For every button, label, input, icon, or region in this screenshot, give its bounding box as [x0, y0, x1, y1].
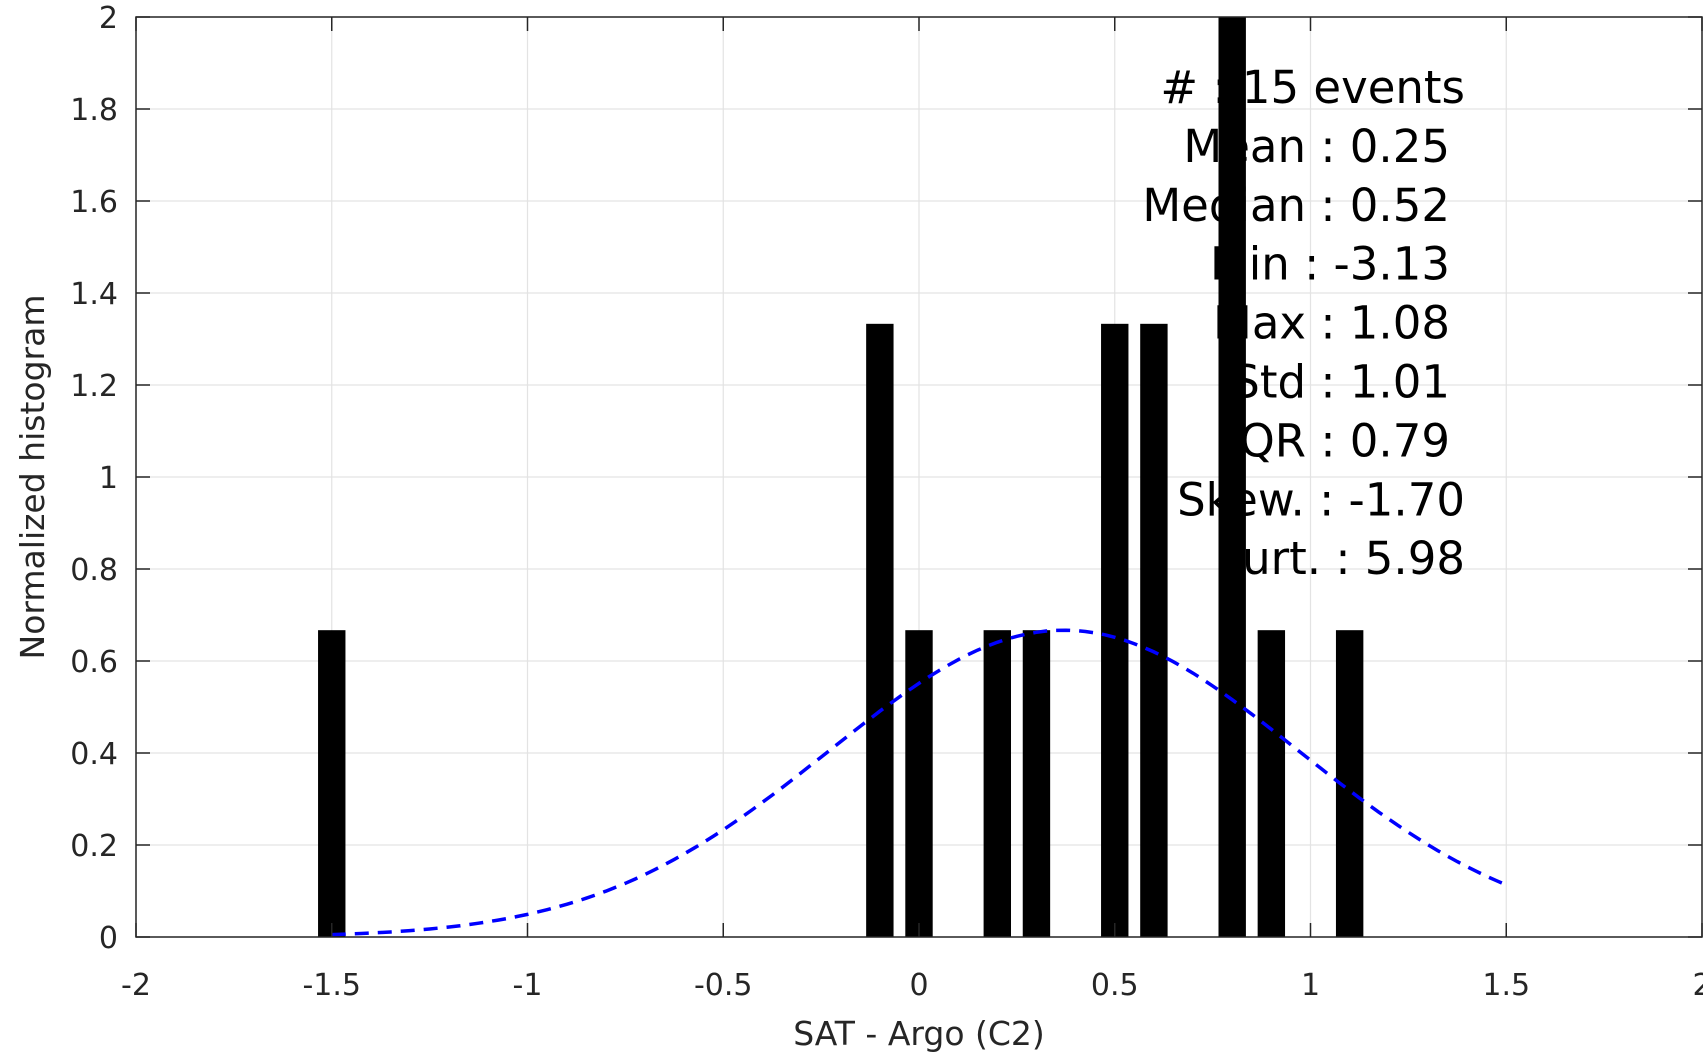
histogram-bar	[1140, 323, 1168, 937]
y-tick-label: 0.2	[70, 829, 118, 864]
x-tick-label: -2	[121, 968, 151, 1003]
x-tick-label: -1	[513, 968, 543, 1003]
x-tick-label: 1.5	[1482, 968, 1530, 1003]
y-tick-label: 0.6	[70, 645, 118, 680]
stat-line: Skew. : -1.70	[1177, 473, 1465, 526]
x-tick-label: 0.5	[1091, 968, 1139, 1003]
x-tick-label: 0	[909, 968, 928, 1003]
stat-line: IQR : 0.79	[1226, 414, 1450, 467]
x-tick-labels: -2 -1.5 -1 -0.5 0 0.5 1 1.5 2	[121, 968, 1703, 1003]
x-tick-label: -1.5	[302, 968, 361, 1003]
histogram-bar	[866, 323, 894, 937]
y-tick-label: 2	[99, 1, 118, 36]
histogram-bars	[318, 17, 1364, 937]
y-axis-label: Normalized histogram	[13, 295, 52, 660]
stat-line: Kurt. : 5.98	[1215, 532, 1465, 585]
x-tick-label: 1	[1301, 968, 1320, 1003]
x-tick-label: 2	[1692, 968, 1703, 1003]
y-tick-label: 1.8	[70, 93, 118, 128]
y-tick-label: 1.4	[70, 277, 118, 312]
statistics-annotation: # : 15 events Mean : 0.25 Median : 0.52 Min…	[1142, 61, 1465, 585]
histogram-bar	[1101, 323, 1129, 937]
gaussian-fit-curve	[331, 628, 1507, 937]
stat-line: # : 15 events	[1160, 61, 1465, 114]
stat-line: Std : 1.01	[1231, 356, 1450, 409]
y-tick-label: 1.6	[70, 185, 118, 220]
stat-line: Max : 1.08	[1213, 297, 1450, 350]
stat-line: Mean : 0.25	[1183, 120, 1450, 173]
stat-line: Median : 0.52	[1142, 179, 1450, 232]
histogram-bar	[1022, 630, 1051, 937]
stat-line: Min : -3.13	[1210, 238, 1450, 291]
y-tick-label: 1.2	[70, 369, 118, 404]
y-tick-label: 1	[99, 461, 118, 496]
histogram-bar	[983, 630, 1012, 937]
x-axis-label: SAT - Argo (C2)	[793, 1014, 1045, 1053]
histogram-bar	[318, 630, 346, 937]
x-tick-label: -0.5	[694, 968, 753, 1003]
y-tick-label: 0	[99, 921, 118, 956]
y-tick-label: 0.8	[70, 553, 118, 588]
y-tick-labels: 0 0.2 0.4 0.6 0.8 1 1.2 1.4 1.6 1.8 2	[70, 1, 118, 956]
axis-ticks	[135, 16, 1703, 938]
histogram-bar	[1218, 17, 1246, 937]
y-tick-label: 0.4	[70, 737, 118, 772]
histogram-bar	[1257, 630, 1286, 937]
